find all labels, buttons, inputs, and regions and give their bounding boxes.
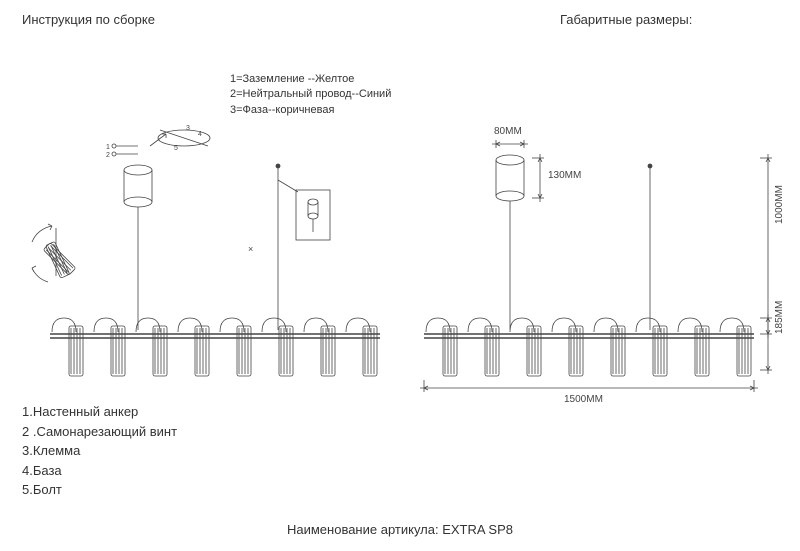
article-label: Наименование артикула: EXTRA SP8 xyxy=(0,522,800,537)
dim-bar-height: 185MM xyxy=(774,301,785,334)
parts-list-item: 2 .Самонарезающий винт xyxy=(22,422,177,442)
heading-dimensions: Габаритные размеры: xyxy=(560,12,692,27)
wire-legend-line: 1=Заземление --Желтое xyxy=(230,72,391,87)
parts-list-item: 3.Клемма xyxy=(22,441,177,461)
dim-canopy-width: 80MM xyxy=(494,126,522,137)
parts-list-item: 5.Болт xyxy=(22,480,177,500)
wire-legend: 1=Заземление --Желтое 2=Нейтральный пров… xyxy=(230,72,391,118)
wire-legend-line: 3=Фаза--коричневая xyxy=(230,103,391,118)
parts-list-item: 4.База xyxy=(22,461,177,481)
svg-text:2: 2 xyxy=(106,152,110,159)
parts-list-item: 1.Настенный анкер xyxy=(22,402,177,422)
heading-assembly: Инструкция по сборке xyxy=(22,12,155,27)
svg-text:×: × xyxy=(248,244,253,254)
wire-legend-line: 2=Нейтральный провод--Синий xyxy=(230,87,391,102)
dim-drop: 1000MM xyxy=(774,185,785,224)
parts-list: 1.Настенный анкер 2 .Самонарезающий винт… xyxy=(22,402,177,500)
dim-canopy-height: 130MM xyxy=(548,170,581,181)
svg-text:1: 1 xyxy=(106,144,110,151)
assembly-diagram: 1 2 3 4 5 × xyxy=(20,120,400,410)
dim-bar-width: 1500MM xyxy=(564,394,603,405)
svg-text:3: 3 xyxy=(186,125,190,132)
svg-text:5: 5 xyxy=(174,145,178,152)
svg-text:4: 4 xyxy=(198,131,202,138)
